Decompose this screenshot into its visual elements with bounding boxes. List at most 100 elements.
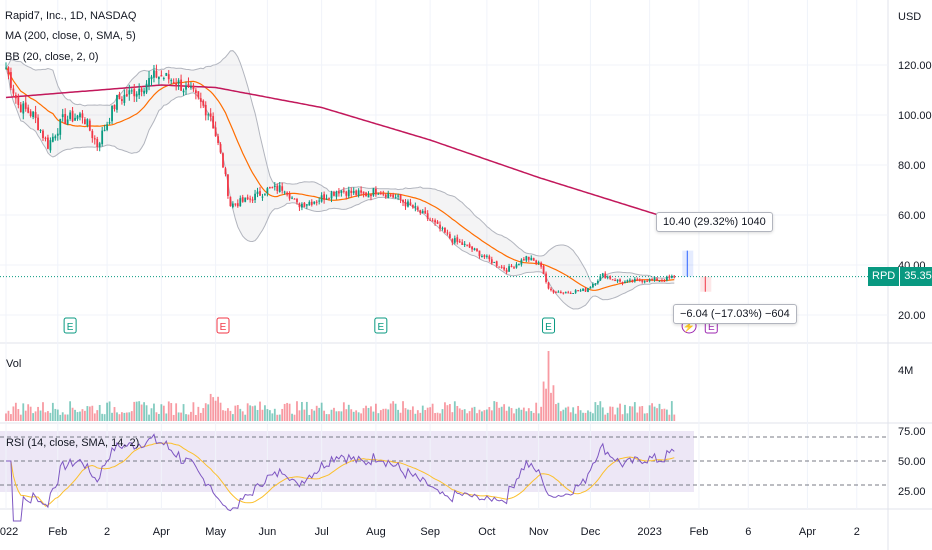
candle-body <box>601 273 604 276</box>
volume-bar <box>414 413 417 421</box>
volume-bar <box>387 409 390 421</box>
candle-body <box>96 138 99 147</box>
candle-body <box>333 192 335 196</box>
candle-body <box>125 94 128 97</box>
candle-body <box>288 193 291 199</box>
candle-body <box>24 102 27 109</box>
volume-bar <box>653 406 656 421</box>
volume-bar <box>520 409 523 421</box>
candle-body <box>360 190 363 193</box>
candle-body <box>138 88 141 96</box>
volume-bar <box>125 412 128 421</box>
volume-bar <box>525 411 528 421</box>
volume-bar <box>444 402 446 421</box>
earnings-marker-label: E <box>708 322 715 333</box>
candle-body <box>69 112 72 119</box>
candle-body <box>555 292 557 294</box>
volume-bar <box>157 413 160 421</box>
candle-body <box>414 206 417 208</box>
candle-body <box>589 286 592 289</box>
candle-body <box>56 133 59 136</box>
candle-body <box>466 244 469 246</box>
volume-bar <box>103 414 106 421</box>
candle-body <box>27 107 30 113</box>
candle-body <box>503 267 506 270</box>
volume-bar <box>14 402 17 421</box>
currency-label: USD <box>898 11 921 23</box>
ma-legend[interactable]: MA (200, close, 0, SMA, 5) <box>5 30 136 42</box>
measure-up-label[interactable]: 10.40 (29.32%) 1040 <box>656 212 773 232</box>
candle-body <box>473 248 476 251</box>
candle-body <box>439 224 441 229</box>
volume-bar <box>478 409 481 421</box>
candle-body <box>231 203 234 208</box>
candle-body <box>98 143 101 147</box>
earnings-marker <box>374 317 388 334</box>
volume-bar <box>495 401 498 421</box>
price-pane[interactable] <box>0 0 888 343</box>
volume-bar <box>330 409 333 421</box>
volume-bar <box>619 403 621 421</box>
volume-bar <box>231 414 234 421</box>
volume-bar <box>197 406 200 421</box>
candle-body <box>372 188 375 196</box>
volume-bar <box>436 412 439 421</box>
volume-bar <box>254 405 256 421</box>
candle-body <box>550 288 552 291</box>
volume-bar <box>473 406 476 421</box>
volume-bar <box>441 409 444 421</box>
candle-body <box>342 190 345 192</box>
candle-body <box>631 279 634 282</box>
volume-bar <box>165 413 168 421</box>
candle-body <box>527 256 530 260</box>
candle-body <box>542 265 545 275</box>
candle-body <box>59 118 62 135</box>
earnings-marker <box>216 317 230 334</box>
volume-bar <box>148 414 150 421</box>
candle-body <box>278 185 281 193</box>
candle-body <box>424 210 427 214</box>
candle-body <box>296 199 298 203</box>
candle-body <box>224 168 227 175</box>
candle-body <box>133 88 136 97</box>
candle-body <box>281 186 284 191</box>
rsi-label[interactable]: RSI (14, close, SMA, 14, 2) <box>6 437 140 449</box>
candle-body <box>185 85 187 90</box>
volume-bar <box>239 408 242 421</box>
volume-bar <box>633 402 636 421</box>
bb-legend[interactable]: BB (20, close, 2, 0) <box>5 51 99 63</box>
candle-body <box>209 113 212 117</box>
volume-bar <box>266 409 269 421</box>
volume-bar <box>209 393 212 421</box>
candle-body <box>365 192 367 197</box>
volume-bar <box>34 411 37 421</box>
volume-bar <box>621 414 624 421</box>
candle-body <box>338 191 340 194</box>
candle-body <box>633 279 636 282</box>
volume-bar <box>140 404 143 421</box>
candle-body <box>150 76 153 80</box>
candle-body <box>214 127 217 137</box>
volume-bar <box>448 404 451 421</box>
measure-down-label[interactable]: −6.04 (−17.03%) −604 <box>673 304 797 324</box>
volume-bar <box>670 401 673 421</box>
symbol-legend[interactable]: Rapid7, Inc., 1D, NASDAQ <box>5 10 137 22</box>
candle-body <box>375 188 377 195</box>
candle-body <box>190 86 192 88</box>
volume-bar <box>69 401 72 421</box>
candle-body <box>227 174 229 196</box>
candle-body <box>301 203 303 208</box>
candle-body <box>584 288 587 292</box>
candle-body <box>619 279 621 282</box>
volume-bar <box>39 410 42 421</box>
volume-bar <box>481 411 483 421</box>
candle-body <box>537 262 540 264</box>
volume-bar <box>384 408 387 421</box>
volume-bar <box>202 408 205 421</box>
volume-bar <box>49 412 52 421</box>
volume-bar <box>453 401 456 421</box>
volume-bar <box>160 404 163 421</box>
candle-body <box>86 119 89 126</box>
volume-label[interactable]: Vol <box>6 358 22 370</box>
